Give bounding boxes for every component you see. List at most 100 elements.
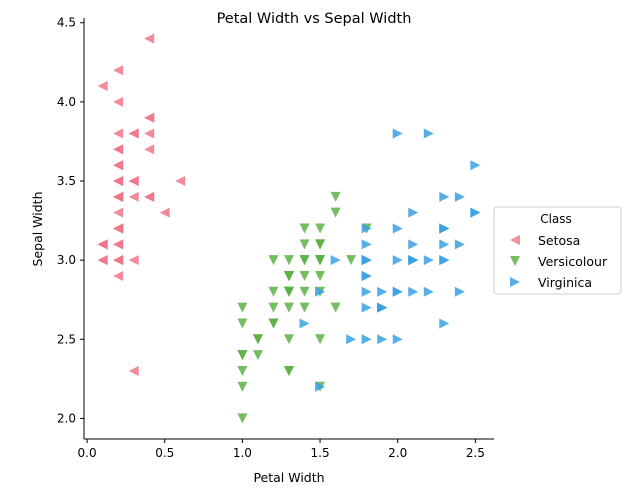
data-point [128, 176, 139, 187]
data-point [144, 144, 155, 155]
data-point [113, 255, 124, 266]
legend-items: Setosa Versicolour Virginica [510, 233, 608, 290]
legend-frame [493, 206, 622, 295]
legend-marker-virginica [510, 277, 520, 287]
data-point [299, 318, 310, 329]
x-tick-label: 1.0 [233, 446, 252, 460]
x-tick-label: 2.0 [388, 446, 407, 460]
data-point [361, 223, 372, 234]
data-point [237, 413, 248, 424]
data-point [113, 144, 124, 155]
data-point [237, 365, 248, 376]
x-tick-label: 2.5 [466, 446, 485, 460]
legend-marker-versicolour [510, 256, 520, 266]
data-point [361, 239, 372, 250]
y-axis-ticks: 2.0 2.5 3.0 3.5 4.0 4.5 [57, 16, 84, 425]
x-tick-label: 0.5 [155, 446, 174, 460]
data-point [454, 286, 465, 297]
data-point [346, 255, 357, 266]
data-point [144, 33, 155, 44]
data-point [175, 176, 186, 187]
plot-marks [97, 33, 481, 424]
x-tick-label: 1.5 [311, 446, 330, 460]
data-point [284, 365, 294, 376]
data-point [439, 191, 450, 202]
data-point [299, 270, 310, 281]
data-point [361, 286, 372, 297]
data-point [268, 318, 279, 329]
data-point [268, 302, 279, 313]
data-point [113, 207, 124, 218]
data-point [392, 223, 403, 234]
data-point [423, 286, 434, 297]
data-point [392, 334, 403, 345]
data-point [128, 365, 139, 376]
data-point [423, 255, 434, 266]
data-point [315, 255, 326, 266]
data-point [237, 318, 248, 329]
data-point [299, 223, 310, 234]
data-point [299, 286, 310, 297]
data-point [113, 96, 124, 107]
data-point [330, 255, 341, 266]
legend-marker-setosa [510, 235, 520, 245]
legend-label-setosa: Setosa [538, 233, 580, 248]
data-point [128, 191, 139, 202]
data-point [361, 334, 372, 345]
data-point [97, 255, 108, 266]
data-point [128, 255, 139, 266]
data-point [144, 191, 155, 202]
data-point [330, 191, 341, 202]
data-point [252, 334, 263, 345]
data-point [377, 302, 388, 313]
data-point [315, 381, 326, 392]
data-point [439, 239, 450, 250]
data-point [315, 223, 326, 234]
data-point [330, 207, 341, 218]
data-point [377, 286, 388, 297]
data-point [439, 255, 450, 266]
data-point [408, 286, 419, 297]
data-point [284, 255, 294, 266]
data-point [470, 160, 481, 171]
data-point [268, 286, 279, 297]
x-axis-ticks: 0.0 0.5 1.0 1.5 2.0 2.5 [78, 439, 485, 460]
data-point [284, 270, 294, 281]
y-tick-label: 3.5 [57, 174, 76, 188]
series-virginica [299, 128, 481, 392]
data-point [377, 334, 388, 345]
data-point [97, 239, 108, 250]
data-point [361, 255, 372, 266]
data-point [439, 318, 450, 329]
y-tick-label: 3.0 [57, 253, 76, 267]
data-point [113, 270, 124, 281]
data-point [330, 302, 341, 313]
legend-label-versicolour: Versicolour [538, 254, 608, 269]
data-point [299, 239, 310, 250]
legend-label-virginica: Virginica [538, 275, 592, 290]
data-point [252, 350, 263, 361]
data-point [97, 81, 108, 92]
data-point [315, 270, 326, 281]
data-point [315, 286, 326, 297]
data-point [315, 239, 326, 250]
data-point [392, 286, 403, 297]
data-point [315, 334, 326, 345]
data-point [268, 255, 279, 266]
data-point [113, 65, 124, 76]
chart-title: Petal Width vs Sepal Width [217, 11, 412, 27]
legend-title: Class [540, 212, 572, 226]
data-point [113, 176, 124, 187]
data-point [392, 128, 403, 139]
y-tick-label: 2.5 [57, 332, 76, 346]
y-tick-label: 4.5 [57, 16, 76, 30]
x-tick-label: 0.0 [78, 446, 97, 460]
legend: Class Setosa Versicolour Virginica [493, 206, 622, 295]
data-point [361, 270, 372, 281]
data-point [128, 128, 139, 139]
data-point [392, 255, 403, 266]
data-point [284, 334, 294, 345]
data-point [237, 381, 248, 392]
data-point [113, 128, 124, 139]
